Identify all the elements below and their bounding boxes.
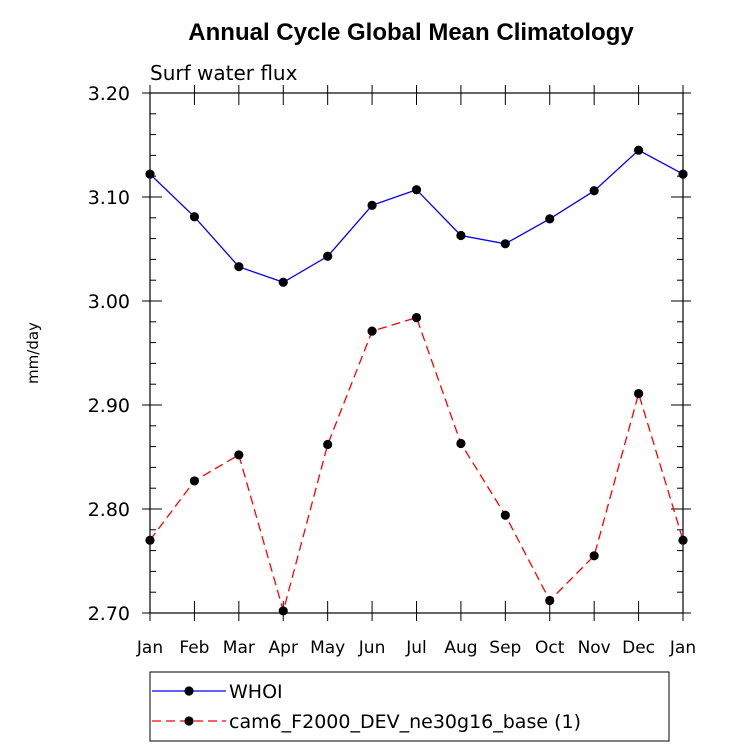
x-tick-label: Jan [136,638,163,658]
data-point [500,510,510,520]
legend-marker-1 [184,686,194,696]
series-layer [145,145,688,616]
x-tick-label: Apr [269,638,298,658]
x-tick-label: Sep [489,638,521,658]
chart-title: Annual Cycle Global Mean Climatology [188,19,634,46]
x-tick-label: Jan [669,638,696,658]
data-point [456,230,466,241]
data-point [367,326,377,336]
data-point [234,450,244,460]
data-point [633,388,644,399]
x-tick-labels: Jan Feb Mar Apr May Jun Jul Aug Sep Oct Nov Dec Jan [136,638,696,658]
x-tick-label: Nov [578,638,611,658]
data-point [500,239,510,249]
legend-label-2: cam6_F2000_DEV_ne30g16_base (1) [229,711,581,733]
data-point [278,606,288,616]
x-tick-label: Aug [444,638,477,658]
y-tick-label: 3.10 [88,187,130,209]
legend: WHOI cam6_F2000_DEV_ne30g16_base (1) [149,671,670,742]
x-tick-label: May [310,638,345,658]
legend-entries: WHOI cam6_F2000_DEV_ne30g16_base (1) [152,681,581,733]
data-point [411,185,422,195]
data-point [589,186,599,196]
legend-box [149,671,670,742]
y-tick-label: 3.20 [88,83,130,105]
legend-label-1: WHOI [229,681,283,703]
data-point [545,214,555,224]
y-tick-label: 2.80 [88,499,130,521]
y-tick-label: 2.70 [88,603,130,625]
y-tick-label: 2.90 [88,395,130,417]
data-point [456,438,466,449]
chart-subtitle: Surf water flux [150,61,298,85]
data-point [323,251,333,261]
x-tick-label: Feb [179,638,209,658]
data-point [589,551,599,561]
legend-marker-2 [184,716,194,726]
x-tick-label: Jul [405,638,427,658]
plot-frame [149,92,684,614]
data-point [234,262,244,272]
x-tick-label: Mar [223,638,255,658]
x-tick-label: Dec [622,638,655,658]
data-point [323,439,333,450]
x-tick-label: Oct [535,638,565,658]
data-point [189,476,200,486]
y-tick-labels: 2.70 2.80 2.90 3.00 3.10 3.20 [88,83,130,625]
data-point [189,212,200,222]
data-point [278,277,288,287]
data-point [633,145,644,155]
data-point [545,595,555,606]
data-point [367,200,377,210]
data-point [411,313,422,323]
y-axis-title: mm/day [24,322,42,384]
y-tick-label: 3.00 [88,291,130,313]
x-tick-label: Jun [358,638,386,658]
